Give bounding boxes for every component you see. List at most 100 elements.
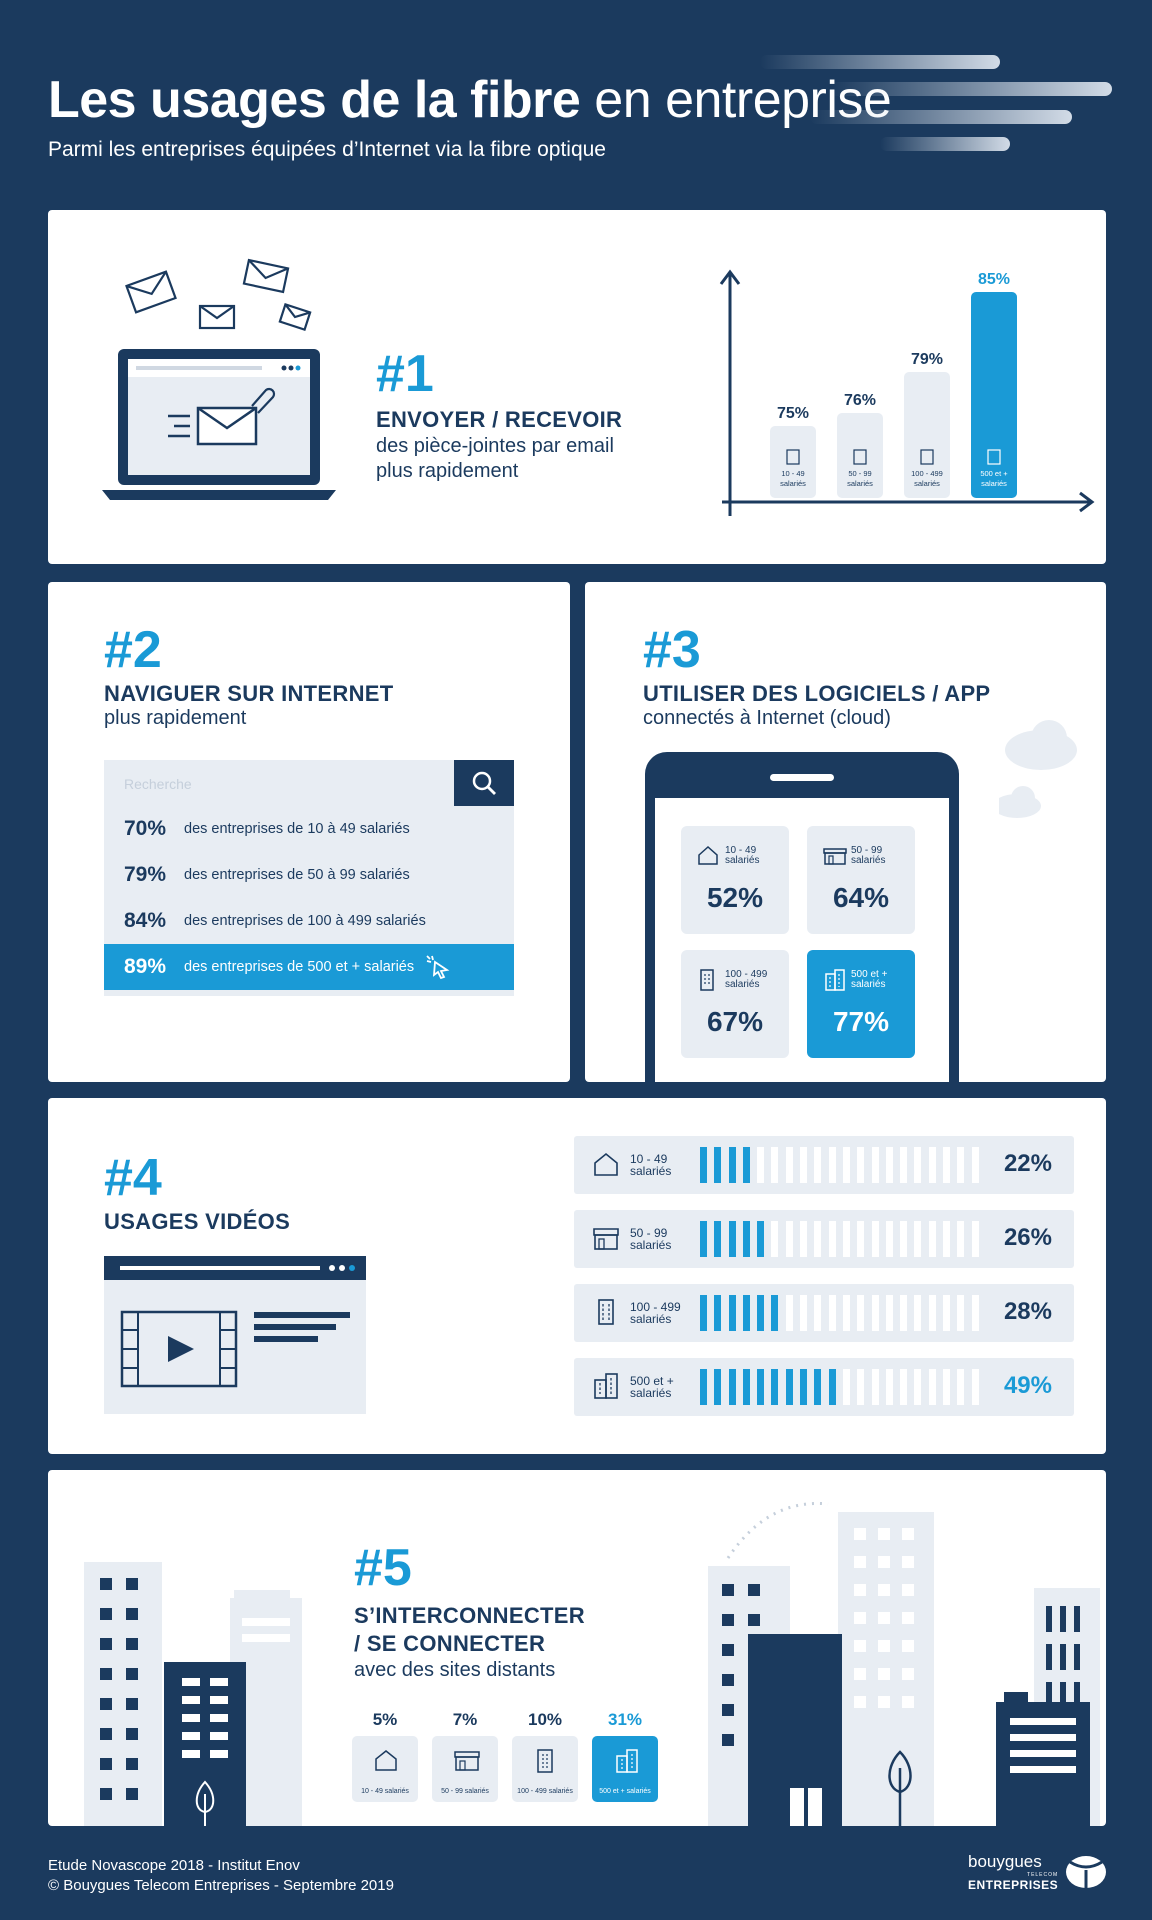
app-tile-100-499: 100 - 499 salariés 67%	[681, 950, 789, 1058]
row-value: 49%	[1003, 1372, 1052, 1399]
usage-4-rank: #4	[104, 1149, 162, 1207]
house-icon	[698, 845, 718, 865]
search-button[interactable]	[454, 760, 514, 806]
result-pct: 84%	[124, 909, 167, 932]
tile-label-2: salariés	[725, 855, 760, 866]
footer-copyright: © Bouygues Telecom Entreprises - Septemb…	[48, 1877, 394, 1894]
site-card-500-plus: 500 et + salariés	[592, 1736, 658, 1802]
progress-tick-filled	[742, 1295, 750, 1331]
streak	[830, 82, 1112, 96]
progress-tick-empty	[814, 1295, 822, 1331]
progress-tick-empty	[800, 1147, 808, 1183]
app-tile-50-99: 50 - 99 salariés 64%	[807, 826, 915, 934]
bar	[837, 413, 883, 498]
progress-tick-empty	[800, 1295, 808, 1331]
video-row-10-49: 10 - 49 salariés 22%	[574, 1136, 1074, 1194]
progress-tick-empty	[871, 1369, 879, 1405]
footer-credits: Etude Novascope 2018 - Institut Enov © B…	[48, 1856, 394, 1896]
panel-usage-3: #3 UTILISER DES LOGICIELS / APP connecté…	[585, 582, 1106, 1082]
house-icon	[375, 1750, 397, 1771]
search-result-row: 79% des entreprises de 50 à 99 salariés	[104, 852, 514, 898]
progress-tick-empty	[842, 1369, 850, 1405]
brand-name: bouygues	[968, 1852, 1042, 1871]
bar	[904, 372, 950, 498]
video-row-50-99: 50 - 99 salariés 26%	[574, 1210, 1074, 1268]
progress-tick-empty	[957, 1221, 965, 1257]
bar-value-label: 76%	[844, 392, 876, 409]
progress-tick-empty	[928, 1295, 936, 1331]
progress-tick-empty	[928, 1369, 936, 1405]
video-row-500-plus: 500 et + salariés 49%	[574, 1358, 1074, 1416]
progress-tick-empty	[943, 1295, 951, 1331]
building-icon	[537, 1749, 553, 1773]
bar-category-label: 500 et +	[980, 469, 1008, 478]
progress-tick-empty	[842, 1221, 850, 1257]
office-towers-icon	[616, 1749, 638, 1773]
bouygues-logo-icon	[1066, 1856, 1107, 1888]
brand-division: ENTREPRISES	[968, 1878, 1059, 1892]
tile-value: 52%	[706, 882, 764, 913]
row-label-1: 100 - 499	[630, 1300, 681, 1314]
progress-tick-empty	[943, 1221, 951, 1257]
progress-ticks	[700, 1221, 986, 1257]
progress-tick-filled	[728, 1221, 736, 1257]
row-label-1: 50 - 99	[630, 1226, 668, 1240]
panel-usage-5: #5 S’INTERCONNECTER / SE CONNECTER avec …	[48, 1470, 1106, 1826]
progress-tick-empty	[814, 1221, 822, 1257]
shop-icon	[593, 1228, 619, 1250]
usage-3-desc: connectés à Internet (cloud)	[643, 707, 891, 729]
shop-icon	[454, 1751, 480, 1771]
progress-tick-empty	[785, 1147, 793, 1183]
shop-icon	[823, 848, 847, 865]
progress-tick-filled	[714, 1295, 722, 1331]
usage-3-rank: #3	[643, 621, 701, 679]
progress-tick-filled	[757, 1221, 765, 1257]
cursor-click-icon	[426, 955, 450, 980]
row-label-2: salariés	[630, 1164, 672, 1178]
progress-tick-filled	[728, 1369, 736, 1405]
search-result-row: 84% des entreprises de 100 à 499 salarié…	[104, 898, 514, 944]
tile-label-1: 10 - 49	[725, 845, 757, 856]
progress-tick-empty	[900, 1369, 908, 1405]
decorative-speed-streaks	[700, 55, 1120, 155]
office-towers-icon	[825, 969, 845, 991]
progress-tick-empty	[828, 1147, 836, 1183]
tile-label-1: 50 - 99	[851, 845, 883, 856]
smartphone: 10 - 49 salariés 52% 50 - 99 salariés 64% …	[645, 752, 959, 1082]
usage-5-rank: #5	[354, 1539, 412, 1597]
usage-5-desc: avec des sites distants	[354, 1659, 556, 1681]
progress-tick-filled	[714, 1147, 722, 1183]
usage-5-heading-line1: S’INTERCONNECTER	[354, 1603, 585, 1628]
site-card-label: 500 et + salariés	[599, 1788, 651, 1795]
tile-value: 67%	[706, 1006, 764, 1037]
progress-tick-empty	[900, 1221, 908, 1257]
progress-tick-empty	[842, 1147, 850, 1183]
progress-tick-empty	[914, 1147, 922, 1183]
usage-3-heading: UTILISER DES LOGICIELS / APP	[643, 681, 991, 706]
progress-tick-empty	[771, 1221, 779, 1257]
video-row-100-499: 100 - 499 salariés 28%	[574, 1284, 1074, 1342]
bar-category-label: 50 - 99	[848, 469, 871, 478]
progress-tick-empty	[914, 1295, 922, 1331]
progress-tick-empty	[914, 1221, 922, 1257]
video-player-icon	[104, 1256, 366, 1414]
site-card-label: 10 - 49 salariés	[361, 1788, 409, 1795]
progress-tick-filled	[800, 1369, 808, 1405]
site-value: 5%	[372, 1710, 398, 1729]
row-label-1: 10 - 49	[630, 1152, 668, 1166]
progress-tick-filled	[714, 1221, 722, 1257]
streak	[810, 110, 1072, 124]
site-card-label: 50 - 99 salariés	[441, 1788, 489, 1795]
search-input[interactable]: Recherche	[124, 776, 192, 792]
app-tile-500-plus: 500 et + salariés 77%	[807, 950, 915, 1058]
usage-1-desc-line1: des pièce-jointes par email	[376, 435, 614, 457]
tile-label-2: salariés	[851, 979, 886, 990]
progress-tick-empty	[971, 1147, 979, 1183]
progress-tick-empty	[971, 1221, 979, 1257]
progress-tick-empty	[857, 1221, 865, 1257]
cloud-icon	[999, 720, 1077, 818]
progress-tick-empty	[928, 1147, 936, 1183]
search-result-row-highlighted[interactable]: 89% des entreprises de 500 et + salariés	[104, 944, 514, 990]
progress-tick-empty	[871, 1295, 879, 1331]
